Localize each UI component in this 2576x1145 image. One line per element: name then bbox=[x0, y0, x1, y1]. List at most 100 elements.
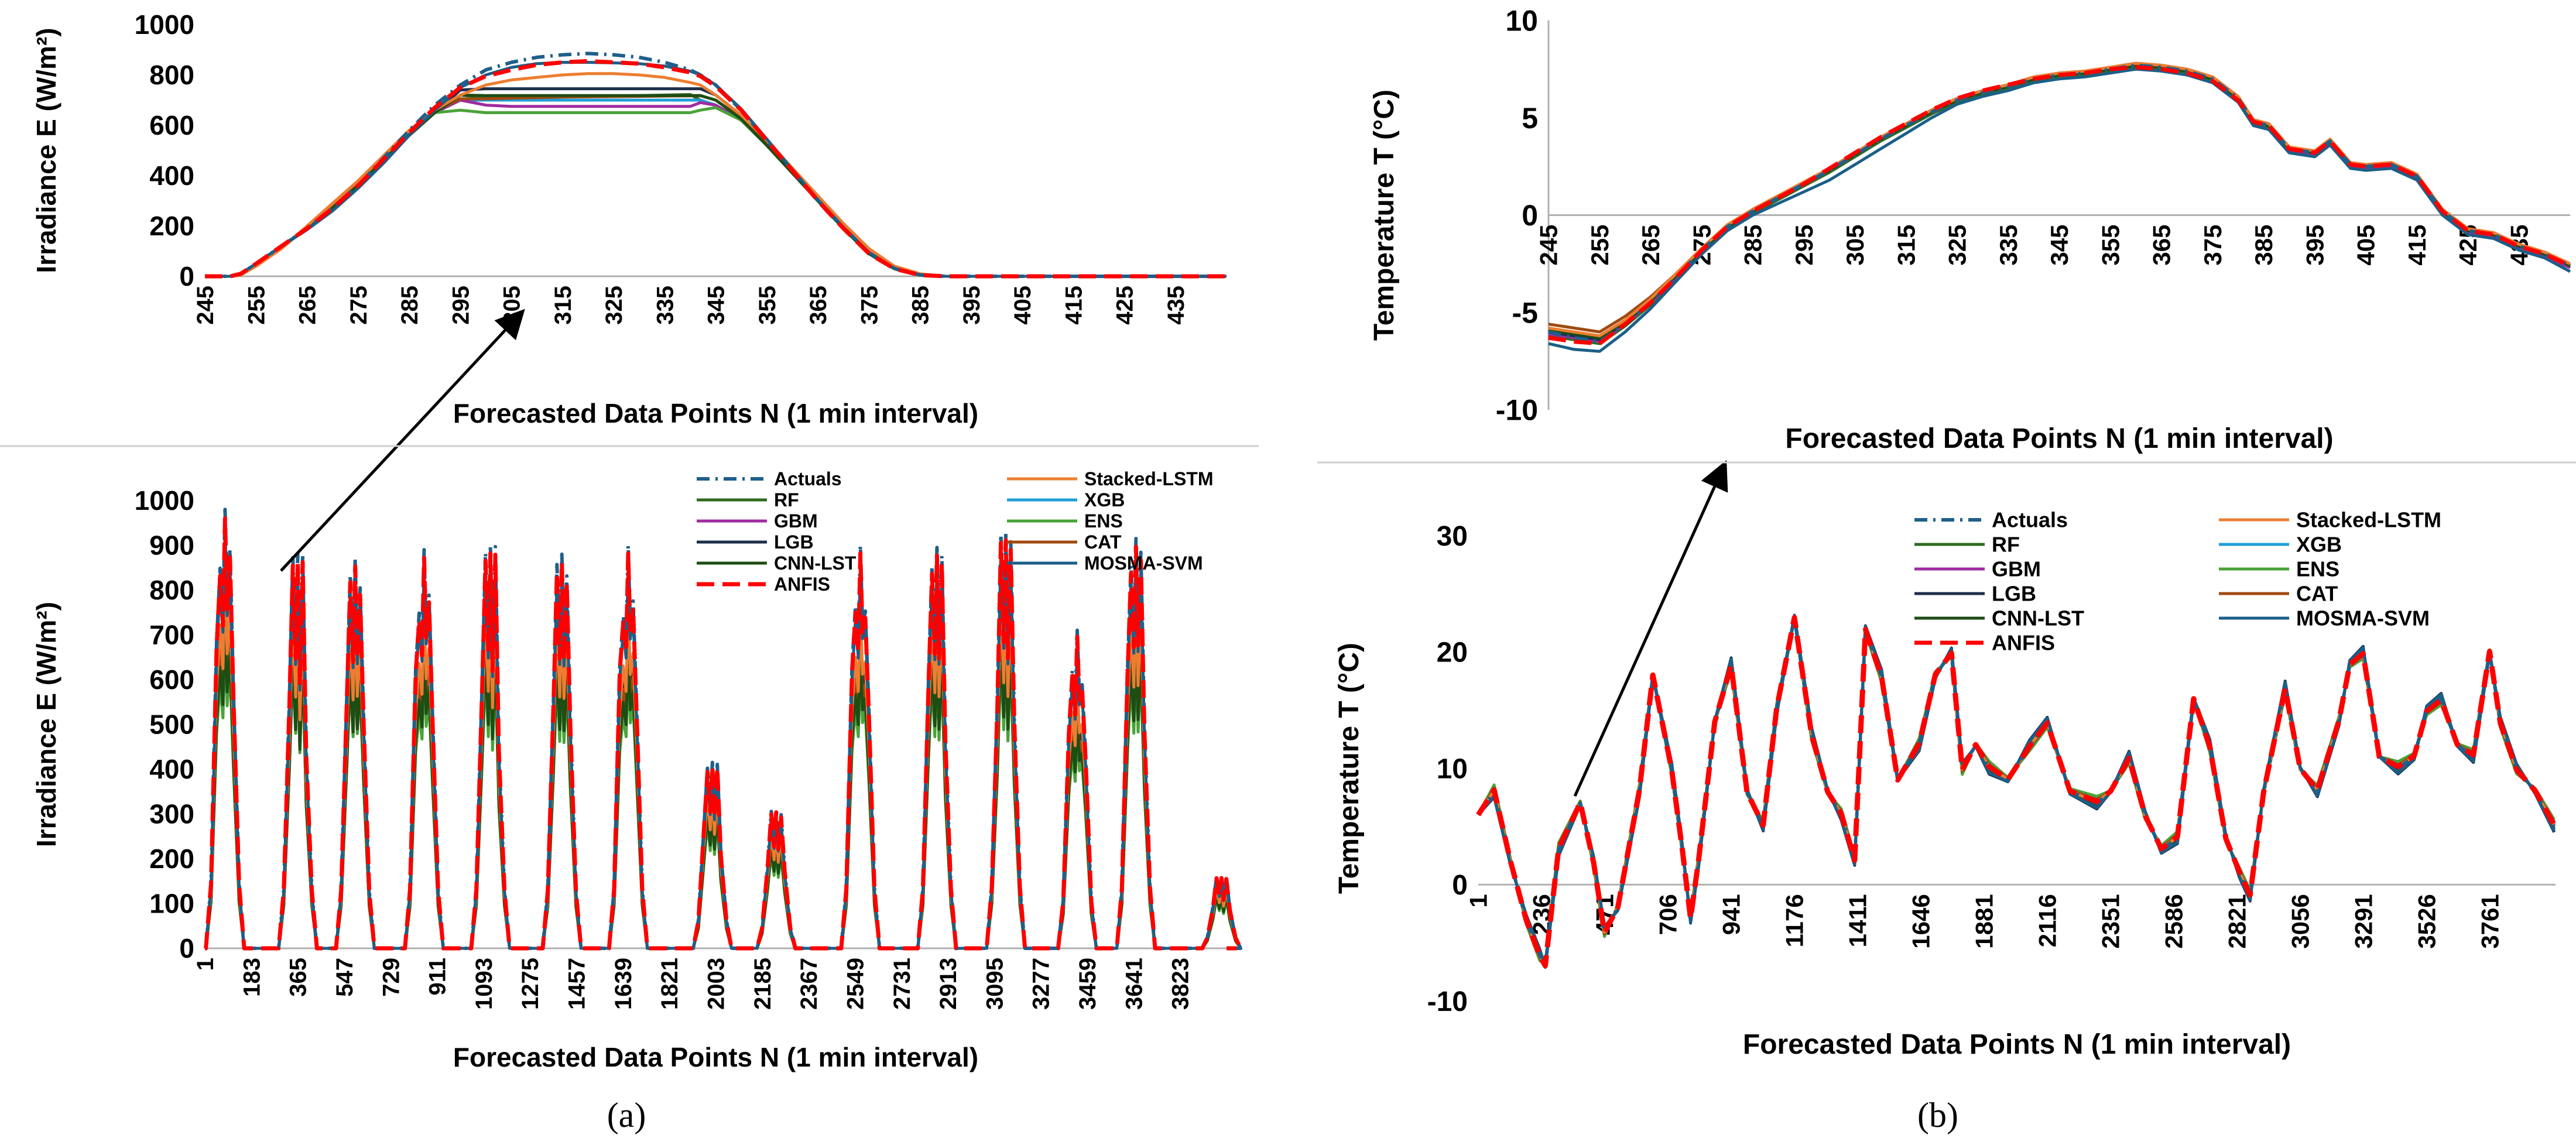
y-tick-label: 400 bbox=[149, 754, 194, 784]
x-tick-label: 1821 bbox=[657, 958, 683, 1010]
y-tick-label: 600 bbox=[149, 110, 194, 140]
x-tick-label: 1 bbox=[193, 958, 218, 971]
x-tick-label: 245 bbox=[1535, 225, 1563, 266]
x-tick-label: 255 bbox=[244, 286, 269, 325]
x-tick-label: 395 bbox=[959, 286, 985, 325]
y-tick-label: 10 bbox=[1437, 753, 1468, 784]
x-tick-label: 3823 bbox=[1168, 958, 1194, 1010]
x-tick-label: 3761 bbox=[2476, 894, 2504, 948]
x-tick-label: 1176 bbox=[1781, 894, 1808, 947]
x-tick-label: 285 bbox=[1739, 225, 1767, 266]
y-tick-label: 100 bbox=[149, 889, 194, 919]
legend-label-cnn-lst: CNN-LST bbox=[1992, 606, 2084, 630]
y-tick-label: 500 bbox=[149, 709, 194, 740]
x-tick-label: 2351 bbox=[2097, 894, 2125, 948]
legend-label-stacked-lstm: Stacked-LSTM bbox=[1084, 468, 1213, 489]
x-tick-label: 183 bbox=[239, 958, 265, 997]
y-tick-label: 20 bbox=[1437, 637, 1468, 669]
y-tick-label: -10 bbox=[1427, 986, 1468, 1017]
x-tick-label: 305 bbox=[1841, 225, 1869, 266]
y-tick-label: 0 bbox=[1522, 199, 1538, 232]
x-tick-label: 355 bbox=[2097, 225, 2124, 266]
series-line-lgb bbox=[1548, 64, 2571, 341]
series-line-anfis bbox=[1548, 65, 2571, 346]
legend-label-mosma-svm: MOSMA-SVM bbox=[2296, 606, 2430, 630]
series-line-ens bbox=[205, 106, 1227, 278]
y-tick-label: -10 bbox=[1496, 394, 1538, 427]
x-tick-label: 1881 bbox=[1971, 894, 1998, 948]
caption-a: (a) bbox=[607, 1096, 646, 1134]
x-tick-label: 345 bbox=[704, 286, 729, 325]
x-tick-label: 1275 bbox=[518, 958, 543, 1010]
x-tick-label: 2116 bbox=[2034, 894, 2061, 947]
series-line-xgb bbox=[1548, 64, 2571, 341]
x-tick-label: 3095 bbox=[982, 958, 1008, 1010]
series-line-anfis bbox=[1476, 615, 2557, 969]
x-tick-label: 2367 bbox=[796, 958, 822, 1010]
y-tick-label: 30 bbox=[1437, 521, 1468, 552]
legend-label-cnn-lst: CNN-LST bbox=[774, 553, 857, 574]
x-tick-label: 365 bbox=[2148, 225, 2176, 266]
x-tick-label: 1 bbox=[1465, 894, 1492, 907]
chart-a-bottom: 0 100 200 300 400 500 600 700 800 900 1000 1 183 365 5… bbox=[31, 468, 1243, 1072]
x-tick-label: 2549 bbox=[842, 958, 868, 1010]
y-tick-label: 1000 bbox=[135, 9, 194, 40]
zoom-arrow-a bbox=[280, 308, 525, 572]
zoom-arrow-b bbox=[1573, 460, 1728, 797]
y-axis-title: Irradiance E (W/m²) bbox=[31, 28, 61, 273]
x-axis-title: Forecasted Data Points N (1 min interval… bbox=[1785, 423, 2333, 454]
legend-label-actuals: Actuals bbox=[774, 468, 842, 489]
legend-label-gbm: GBM bbox=[774, 510, 818, 532]
x-tick-label: 245 bbox=[193, 286, 218, 325]
x-tick-label: 2586 bbox=[2160, 894, 2188, 948]
x-tick-label: 2821 bbox=[2224, 894, 2251, 948]
x-axis-title: Forecasted Data Points N (1 min interval… bbox=[1743, 1029, 2291, 1060]
legend-label-rf: RF bbox=[1992, 533, 2020, 557]
zoom-arrows bbox=[280, 308, 1728, 797]
legend-label-mosma-svm: MOSMA-SVM bbox=[1084, 553, 1203, 574]
y-tick-label: 400 bbox=[149, 160, 194, 191]
y-tick-label: 0 bbox=[179, 933, 194, 964]
x-tick-label: 729 bbox=[378, 958, 404, 997]
y-axis-title: Irradiance E (W/m²) bbox=[31, 602, 61, 847]
x-tick-label: 355 bbox=[755, 286, 780, 325]
x-tick-label: 295 bbox=[448, 286, 474, 325]
legend-label-cat: CAT bbox=[1084, 532, 1122, 553]
y-tick-label: 10 bbox=[1505, 5, 1538, 37]
x-tick-label: 285 bbox=[397, 286, 423, 325]
x-tick-label: 315 bbox=[1892, 225, 1920, 266]
x-tick-label: 265 bbox=[295, 286, 321, 325]
x-tick-label: 547 bbox=[332, 958, 358, 997]
legend-label-anfis: ANFIS bbox=[774, 574, 830, 595]
x-tick-label: 345 bbox=[2046, 225, 2073, 266]
x-axis-title: Forecasted Data Points N (1 min interval… bbox=[453, 1042, 978, 1072]
x-tick-label: 3459 bbox=[1075, 958, 1101, 1010]
caption-b: (b) bbox=[1917, 1096, 1958, 1134]
legend-label-lgb: LGB bbox=[1992, 582, 2036, 606]
series-line-gbm bbox=[1548, 64, 2571, 344]
series-line-mosma-svm bbox=[1548, 67, 2571, 353]
series-line-actuals bbox=[1548, 63, 2571, 344]
legend-label-rf: RF bbox=[774, 489, 799, 510]
x-tick-label: 275 bbox=[346, 286, 372, 325]
x-tick-label: 435 bbox=[1163, 286, 1189, 325]
series-line-rf bbox=[1548, 66, 2571, 345]
legend-label-gbm: GBM bbox=[1992, 557, 2041, 581]
legend-label-lgb: LGB bbox=[774, 532, 814, 553]
x-tick-label: 305 bbox=[499, 286, 525, 325]
x-tick-label: 295 bbox=[1790, 225, 1818, 266]
x-tick-label: 265 bbox=[1637, 225, 1664, 266]
x-tick-label: 3526 bbox=[2413, 894, 2441, 948]
x-tick-label: 395 bbox=[2301, 225, 2328, 266]
x-tick-label: 941 bbox=[1718, 894, 1745, 935]
x-tick-label: 3641 bbox=[1121, 958, 1147, 1010]
chart-a-top: 0 200 400 600 800 1000 245 255 265 275 285 295 305 31… bbox=[31, 9, 1227, 428]
legend-label-stacked-lstm: Stacked-LSTM bbox=[2296, 508, 2441, 532]
x-tick-label: 325 bbox=[1944, 225, 1971, 266]
series-line-stacked-lstm bbox=[205, 72, 1227, 278]
x-tick-label: 2913 bbox=[936, 958, 961, 1010]
x-tick-label: 375 bbox=[857, 286, 882, 325]
x-tick-label: 1639 bbox=[611, 958, 636, 1010]
